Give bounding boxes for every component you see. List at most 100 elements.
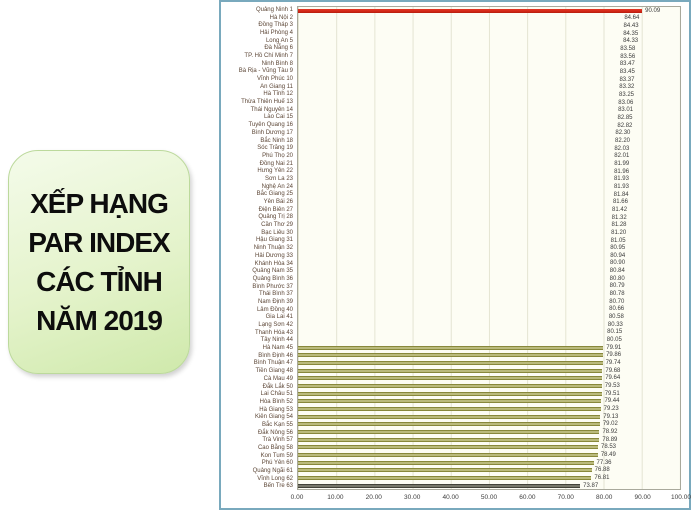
bar-value: 78.53	[600, 444, 616, 451]
bar-row: 83.58	[298, 45, 680, 53]
bar-label: Tiền Giang 48	[255, 368, 293, 375]
bar-label: Bình Thuận 47	[253, 360, 293, 367]
bar-row: 83.37	[298, 76, 680, 84]
bar-label: Thanh Hóa 43	[254, 329, 293, 336]
bar-value: 73.87	[583, 482, 599, 489]
bar-row: 82.30	[298, 130, 680, 138]
bar: 82.20	[298, 138, 630, 144]
bar-label: Bắc Giang 25	[256, 191, 293, 198]
bar: 79.64	[298, 375, 620, 381]
bar-row: 83.45	[298, 68, 680, 76]
bar-label: Quảng Nam 35	[252, 268, 293, 275]
labels-column: Quảng Ninh 1 Hà Nội 2 Đồng Tháp 3 Hải Phòng…	[225, 6, 297, 490]
bar-label: Hà Tĩnh 12	[263, 91, 293, 98]
bar-value: 79.91	[606, 344, 622, 351]
bar-row: 80.33	[298, 321, 680, 329]
bar-row: 84.33	[298, 38, 680, 46]
bar-value: 90.09	[645, 7, 661, 14]
bar: 80.70	[298, 299, 624, 305]
bar-value: 80.84	[609, 268, 625, 275]
bar-value: 79.02	[602, 421, 618, 428]
bar-label: Tuyên Quang 16	[248, 122, 293, 129]
bar: 84.64	[298, 15, 639, 21]
bar-row: 80.58	[298, 313, 680, 321]
bar: 82.85	[298, 115, 632, 121]
bar: 80.94	[298, 253, 625, 259]
bar: 80.33	[298, 322, 623, 328]
bar-label: Cần Thơ 29	[261, 222, 293, 229]
bar: 81.66	[298, 199, 628, 205]
bar: 81.32	[298, 215, 627, 221]
bar: 80.79	[298, 283, 625, 289]
bar: 81.93	[298, 176, 629, 182]
bar-value: 83.45	[619, 69, 635, 76]
bar-value: 81.84	[613, 191, 629, 198]
x-tick-label: 50.00	[480, 494, 498, 501]
bar-label: Ninh Bình 8	[261, 60, 293, 67]
bar-label: Bắc Kạn 55	[261, 421, 293, 428]
chart-inner: Quảng Ninh 1 Hà Nội 2 Đồng Tháp 3 Hải Phòng…	[225, 6, 691, 506]
par-index-chart-panel: Quảng Ninh 1 Hà Nội 2 Đồng Tháp 3 Hải Phòng…	[219, 0, 691, 510]
bar-label: Trà Vinh 57	[262, 437, 293, 444]
bar: 79.86	[298, 352, 621, 358]
bar-label: Nghệ An 24	[261, 183, 293, 190]
bar-row: 83.06	[298, 99, 680, 107]
bar: 83.01	[298, 107, 633, 113]
bar-value: 81.42	[612, 206, 628, 213]
bar-row: 81.93	[298, 183, 680, 191]
bar: 82.30	[298, 130, 630, 136]
bar-value: 81.32	[611, 214, 627, 221]
bar-label: Bạc Liêu 30	[261, 229, 293, 236]
bar-value: 80.33	[607, 321, 623, 328]
bar: 80.15	[298, 329, 622, 335]
bar-value: 77.36	[596, 459, 612, 466]
bar-label: Hải Dương 33	[255, 252, 293, 259]
bar-value: 79.53	[604, 382, 620, 389]
bar-row: 82.82	[298, 122, 680, 130]
bar-label: Tây Ninh 44	[260, 337, 293, 344]
bar-label: Hà Nội 2	[269, 14, 293, 21]
bar: 81.05	[298, 238, 626, 244]
bar: 80.58	[298, 314, 624, 320]
bar: 77.36	[298, 460, 612, 466]
bar: 78.49	[298, 452, 616, 458]
bar: 84.33	[298, 38, 638, 44]
bar-value: 80.66	[609, 306, 625, 313]
bar-value: 84.35	[623, 30, 639, 37]
bar-label: Quảng Ngãi 61	[252, 468, 293, 475]
x-tick-label: 40.00	[442, 494, 459, 501]
bar-label: Hải Phòng 4	[259, 29, 293, 36]
bar-row: 80.70	[298, 298, 680, 306]
bar-label: Quảng Ninh 1	[255, 6, 293, 13]
bar-row: 80.78	[298, 290, 680, 298]
bar-value: 82.30	[615, 130, 631, 137]
bar-label: Thái Nguyên 14	[250, 106, 293, 113]
bar-value: 82.85	[617, 115, 633, 122]
bar-label: Nam Định 39	[257, 298, 293, 305]
bar-label: Thái Bình 37	[258, 291, 293, 298]
bar-value: 80.94	[610, 252, 626, 259]
bar-value: 81.93	[613, 183, 629, 190]
bar-row: 83.32	[298, 84, 680, 92]
bar-label: Hưng Yên 22	[257, 168, 293, 175]
bar: 81.96	[298, 169, 629, 175]
bar-value: 79.86	[606, 352, 622, 359]
bar-value: 80.58	[608, 314, 624, 321]
bar-value: 83.01	[618, 107, 634, 114]
bar-row: 81.05	[298, 237, 680, 245]
x-tick-label: 30.00	[404, 494, 421, 501]
bar-row: 90.09	[298, 7, 680, 15]
bar: 80.90	[298, 260, 625, 266]
bar-row: 80.79	[298, 283, 680, 291]
bar-row: 78.89	[298, 436, 680, 444]
bar-row: 80.84	[298, 267, 680, 275]
bar: 82.82	[298, 123, 632, 129]
bar-value: 81.96	[614, 168, 630, 175]
bar-label: Bến Tre 63	[263, 483, 293, 490]
bar-label: Cao Bằng 58	[257, 445, 293, 452]
bar-label: TP. Hồ Chí Minh 7	[244, 52, 293, 59]
bar: 83.58	[298, 46, 635, 52]
bar-row: 81.84	[298, 191, 680, 199]
bar-row: 77.36	[298, 459, 680, 467]
bar-value: 80.80	[609, 275, 625, 282]
